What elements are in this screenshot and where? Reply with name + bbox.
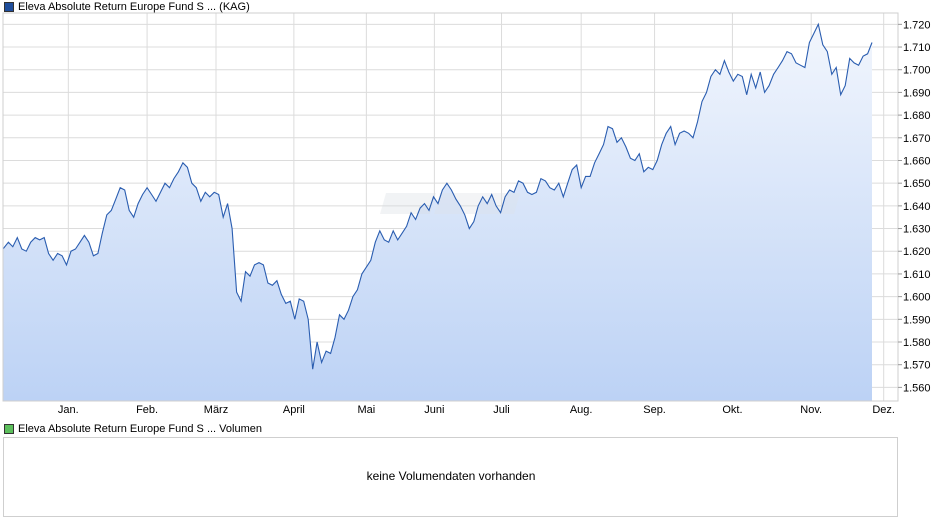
y-tick-label: 1.580	[903, 337, 931, 349]
y-tick-label: 1.620	[903, 246, 931, 258]
y-tick-label: 1.660	[903, 155, 931, 167]
x-tick-label: Okt.	[722, 404, 742, 416]
price-legend: Eleva Absolute Return Europe Fund S ... …	[4, 1, 250, 13]
x-tick-label: Mai	[358, 404, 376, 416]
price-legend-swatch	[4, 2, 14, 12]
y-tick-label: 1.700	[903, 65, 931, 77]
y-axis: 1.560 1.570 1.580 1.590 1.600 1.610 1.620 1.630…	[898, 19, 931, 394]
y-tick-label: 1.590	[903, 314, 931, 326]
x-tick-label: Feb.	[136, 404, 158, 416]
x-tick-label: Nov.	[800, 404, 822, 416]
y-tick-label: 1.600	[903, 292, 931, 304]
volume-legend-label: Eleva Absolute Return Europe Fund S ... …	[18, 423, 262, 435]
y-tick-label: 1.650	[903, 178, 931, 190]
x-tick-label: April	[283, 404, 305, 416]
volume-panel	[3, 437, 898, 517]
no-volume-message: keine Volumendaten vorhanden	[366, 469, 536, 483]
x-tick-label: Juni	[424, 404, 444, 416]
price-area-fill	[3, 24, 872, 402]
price-line	[2, 22, 873, 370]
x-tick-label: Juli	[493, 404, 510, 416]
y-tick-label: 1.570	[903, 360, 931, 372]
y-tick-label: 1.610	[903, 269, 931, 281]
y-tick-label: 1.640	[903, 201, 931, 213]
plot-area-border	[2, 12, 899, 402]
price-legend-label: Eleva Absolute Return Europe Fund S ... …	[18, 1, 250, 13]
volume-legend: Eleva Absolute Return Europe Fund S ... …	[4, 423, 262, 435]
x-tick-label: Jan.	[58, 404, 79, 416]
y-tick-label: 1.680	[903, 110, 931, 122]
x-tick-label: Aug.	[570, 404, 593, 416]
y-tick-label: 1.630	[903, 224, 931, 236]
y-tick-label: 1.710	[903, 42, 931, 54]
volume-legend-swatch	[4, 424, 14, 434]
y-tick-label: 1.670	[903, 133, 931, 145]
y-tick-label: 1.720	[903, 19, 931, 31]
x-tick-label: Sep.	[643, 404, 666, 416]
x-axis: Jan. Feb. März April Mai Juni Juli Aug. Sep. Okt.…	[58, 404, 895, 416]
y-tick-label: 1.690	[903, 87, 931, 99]
price-chart: 1.560 1.570 1.580 1.590 1.600 1.610 1.620 1.630…	[2, 12, 931, 416]
y-tick-label: 1.560	[903, 382, 931, 394]
x-tick-label: März	[204, 404, 228, 416]
x-tick-label: Dez.	[872, 404, 895, 416]
